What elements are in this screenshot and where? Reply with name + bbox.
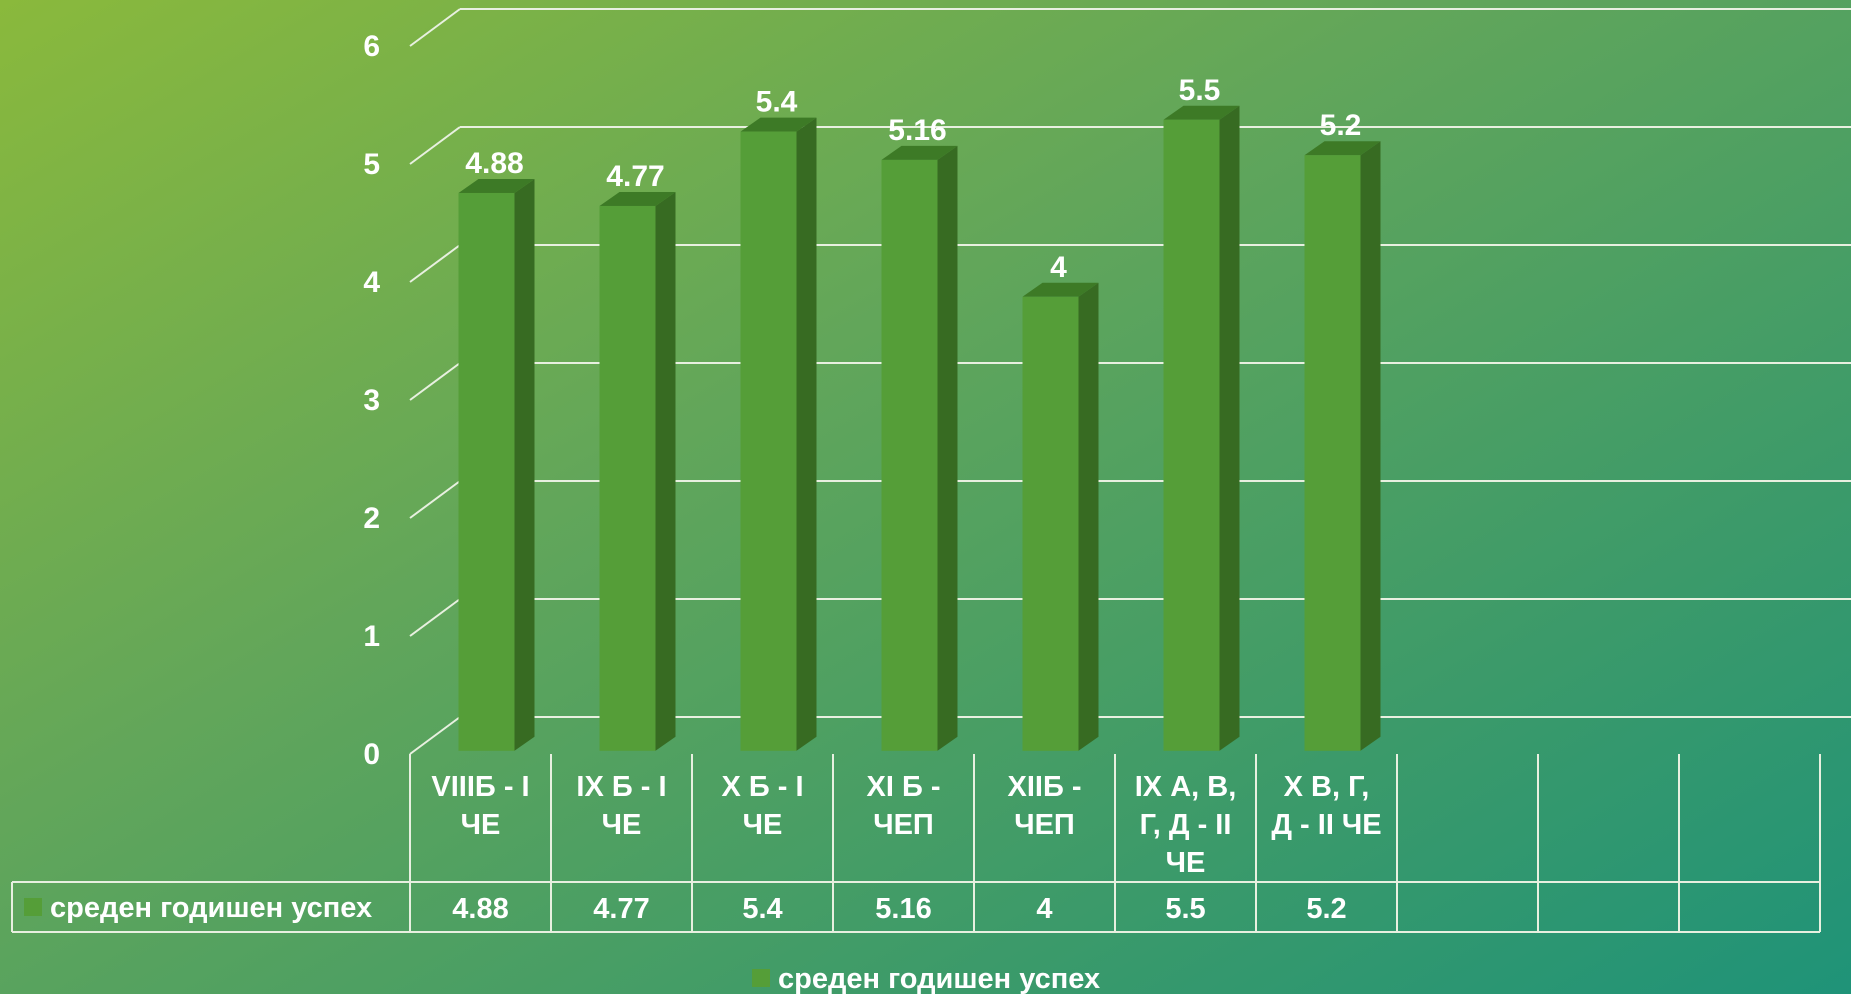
bar-top — [458, 178, 535, 193]
data-label: 5.2 — [1320, 109, 1362, 142]
data-label: 4.77 — [606, 160, 664, 193]
bar-top — [599, 191, 676, 206]
table-value: 4.88 — [452, 893, 508, 925]
bar-front — [740, 131, 797, 751]
bar-front — [458, 192, 515, 751]
legend: среден годишен успех — [752, 963, 1100, 994]
bar — [1304, 141, 1381, 751]
gridline-depth — [409, 362, 461, 401]
data-label: 5.4 — [756, 86, 798, 119]
category-label: VIIIБ - I — [431, 771, 529, 803]
bar — [1022, 282, 1099, 751]
bar-side — [655, 191, 676, 751]
bar — [881, 145, 958, 751]
bars — [458, 105, 1381, 751]
table-value: 5.5 — [1165, 893, 1205, 925]
gridline-depth — [409, 480, 461, 519]
table-series-name: среден годишен успех — [50, 892, 372, 924]
category-label: IX Б - I — [576, 771, 666, 803]
bar-side — [514, 178, 535, 751]
category-label: XI Б - — [866, 771, 940, 803]
category-label: ЧЕ — [461, 809, 501, 841]
legend-label: среден годишен успех — [778, 963, 1100, 994]
table-legend-key — [24, 898, 42, 916]
category-label: XIIБ - — [1007, 771, 1081, 803]
table-value: 4.77 — [593, 893, 649, 925]
bar-top — [740, 117, 817, 132]
data-label: 5.5 — [1179, 74, 1221, 107]
gridline-depth — [409, 244, 461, 283]
category-label: IX А, В, — [1135, 771, 1237, 803]
y-tick-label: 4 — [363, 266, 380, 299]
bar-front — [881, 159, 938, 751]
bar-front — [1163, 119, 1220, 751]
y-axis-ticks: 0 1 2 3 4 5 6 — [363, 30, 380, 771]
y-tick-label: 3 — [363, 384, 380, 417]
bar — [740, 117, 817, 751]
bar-top — [1163, 105, 1240, 120]
table-value: 5.16 — [875, 893, 931, 925]
gridline-depth — [409, 598, 461, 637]
data-table: VIIIБ - I ЧЕ IX Б - I ЧЕ X Б - I ЧЕ XI Б - ЧЕП X… — [11, 754, 1821, 933]
gridline-depth — [409, 8, 461, 47]
bar-side — [1360, 141, 1381, 751]
data-label: 4.88 — [465, 147, 523, 180]
category-label: ЧЕ — [1166, 847, 1206, 879]
table-value: 5.4 — [742, 893, 782, 925]
bar-front — [1022, 296, 1079, 751]
bar-side — [937, 145, 958, 751]
legend-key — [752, 969, 770, 987]
category-label: ЧЕ — [743, 809, 783, 841]
category-label: ЧЕП — [873, 809, 934, 841]
bar-top — [1304, 141, 1381, 156]
category-label: X В, Г, — [1284, 771, 1370, 803]
category-label: Д - II ЧЕ — [1271, 809, 1381, 841]
y-tick-label: 1 — [363, 620, 380, 653]
bar-front — [1304, 155, 1361, 751]
bar — [458, 178, 535, 751]
y-tick-label: 5 — [363, 148, 380, 181]
bar-top — [881, 145, 958, 160]
y-tick-label: 6 — [363, 30, 380, 63]
table-value: 4 — [1036, 893, 1052, 925]
bar-side — [1219, 105, 1240, 751]
data-labels: 4.88 4.77 5.4 5.16 4 5.5 5.2 — [465, 74, 1361, 284]
bar-side — [796, 117, 817, 751]
category-label: ЧЕП — [1014, 809, 1075, 841]
y-tick-label: 0 — [363, 738, 380, 771]
bar — [1163, 105, 1240, 751]
table-value: 5.2 — [1306, 893, 1346, 925]
category-label: Г, Д - II — [1140, 809, 1232, 841]
data-label: 4 — [1050, 251, 1067, 284]
gridlines — [409, 8, 1851, 755]
bar-front — [599, 205, 656, 751]
gridline-depth — [409, 126, 461, 165]
gridline-depth — [409, 716, 461, 755]
y-tick-label: 2 — [363, 502, 380, 535]
bar-top — [1022, 282, 1099, 297]
bar-side — [1078, 282, 1099, 751]
category-label: ЧЕ — [602, 809, 642, 841]
category-label: X Б - I — [721, 771, 803, 803]
data-label: 5.16 — [888, 114, 946, 147]
bar — [599, 191, 676, 751]
